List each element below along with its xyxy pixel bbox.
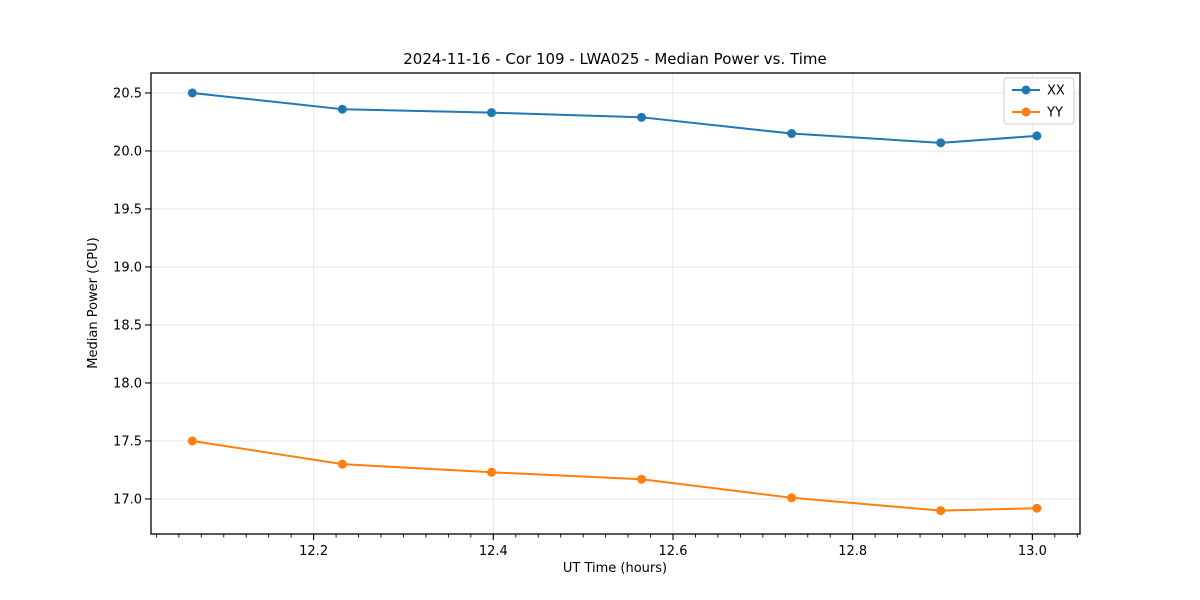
series-line-XX: [192, 91, 1037, 144]
x-axis-label: UT Time (hours): [563, 561, 667, 576]
data-point-XX: [637, 112, 647, 122]
x-tick-label: 13.0: [1018, 544, 1047, 559]
data-point-XX: [1032, 131, 1042, 141]
series-YY: [187, 436, 1042, 516]
axes-layer: 12.2 12.4 12.6 12.8 13.0 17.0 17.5 18.0 18.5 19.0…: [113, 72, 1081, 559]
y-tick-label: 17.5: [113, 434, 142, 449]
data-point-XX: [187, 88, 197, 98]
data-series-layer: [187, 88, 1042, 516]
data-point-YY: [1032, 503, 1042, 513]
legend-label-XX: XX: [1047, 84, 1065, 99]
y-tick-label: 18.5: [113, 318, 142, 333]
data-point-YY: [936, 506, 946, 516]
y-tick-label: 18.0: [113, 376, 142, 391]
x-tick-label: 12.2: [299, 544, 328, 559]
y-tick-label: 17.0: [113, 492, 142, 507]
data-point-YY: [337, 459, 347, 469]
legend-label-YY: YY: [1046, 106, 1063, 121]
data-point-YY: [637, 474, 647, 484]
series-XX: [187, 88, 1042, 148]
x-tick-label: 12.6: [659, 544, 688, 559]
x-tick-label: 12.4: [479, 544, 508, 559]
legend: XX YY: [1003, 77, 1075, 125]
y-axis-label: Median Power (CPU): [86, 237, 101, 368]
data-point-YY: [487, 467, 497, 477]
data-point-XX: [487, 108, 497, 118]
data-point-YY: [187, 436, 197, 446]
y-tick-label: 19.5: [113, 202, 142, 217]
series-line-YY: [192, 439, 1037, 512]
x-tick-label: 12.8: [838, 544, 867, 559]
data-point-YY: [787, 493, 797, 503]
data-point-XX: [787, 129, 797, 139]
plot-border: [150, 72, 1081, 535]
y-tick-label: 20.5: [113, 86, 142, 101]
y-tick-label: 19.0: [113, 260, 142, 275]
chart-title: 2024-11-16 - Cor 109 - LWA025 - Median P…: [403, 50, 827, 68]
grid-lines: [151, 73, 1080, 534]
data-point-XX: [936, 138, 946, 148]
y-tick-label: 20.0: [113, 144, 142, 159]
legend-marker-XX: [1021, 85, 1031, 95]
data-point-XX: [337, 104, 347, 114]
legend-marker-YY: [1021, 107, 1031, 117]
